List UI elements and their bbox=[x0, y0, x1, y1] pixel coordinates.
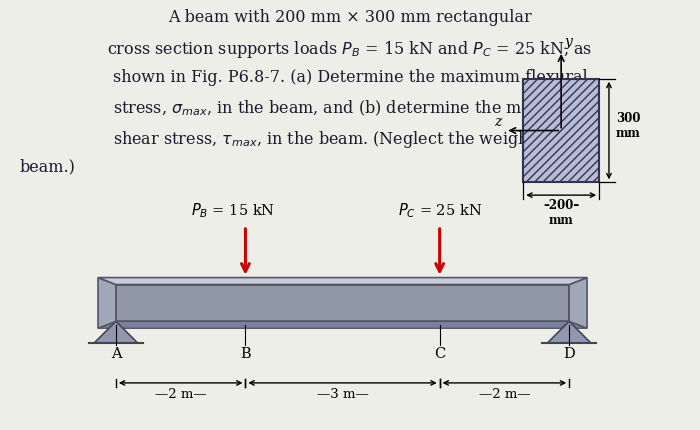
Text: —3 m—: —3 m— bbox=[316, 388, 368, 401]
Text: C: C bbox=[434, 347, 445, 361]
Text: z: z bbox=[494, 114, 501, 129]
Text: cross section supports loads $P_B$ = 15 kN and $P_C$ = 25 kN, as: cross section supports loads $P_B$ = 15 … bbox=[107, 39, 593, 60]
Text: —2 m—: —2 m— bbox=[155, 388, 206, 401]
Text: $P_B$ = 15 kN: $P_B$ = 15 kN bbox=[191, 201, 276, 220]
Polygon shape bbox=[94, 321, 138, 343]
Text: $P_C$ = 25 kN: $P_C$ = 25 kN bbox=[398, 201, 482, 220]
Text: stress, $\sigma_{max}$, in the beam, and (b) determine the maximum: stress, $\sigma_{max}$, in the beam, and… bbox=[113, 99, 587, 118]
Polygon shape bbox=[569, 278, 587, 328]
Text: –200–
mm: –200– mm bbox=[543, 199, 580, 227]
Text: B: B bbox=[240, 347, 251, 361]
Bar bbox=[524, 79, 599, 182]
Polygon shape bbox=[98, 278, 587, 285]
Polygon shape bbox=[98, 278, 116, 328]
Text: y: y bbox=[564, 35, 572, 49]
Text: —2 m—: —2 m— bbox=[479, 388, 530, 401]
Text: A: A bbox=[111, 347, 121, 361]
Text: D: D bbox=[564, 347, 575, 361]
Text: shown in Fig. P6.8-7. (a) Determine the maximum flexural: shown in Fig. P6.8-7. (a) Determine the … bbox=[113, 69, 587, 86]
Text: A beam with 200 mm × 300 mm rectangular: A beam with 200 mm × 300 mm rectangular bbox=[168, 9, 532, 26]
Polygon shape bbox=[98, 321, 587, 328]
Text: 300
mm: 300 mm bbox=[616, 111, 640, 140]
Polygon shape bbox=[547, 321, 591, 343]
Text: shear stress, $\tau_{max}$, in the beam. (Neglect the weight of the: shear stress, $\tau_{max}$, in the beam.… bbox=[113, 129, 587, 150]
Bar bbox=[116, 285, 569, 321]
Text: beam.): beam.) bbox=[20, 158, 75, 175]
